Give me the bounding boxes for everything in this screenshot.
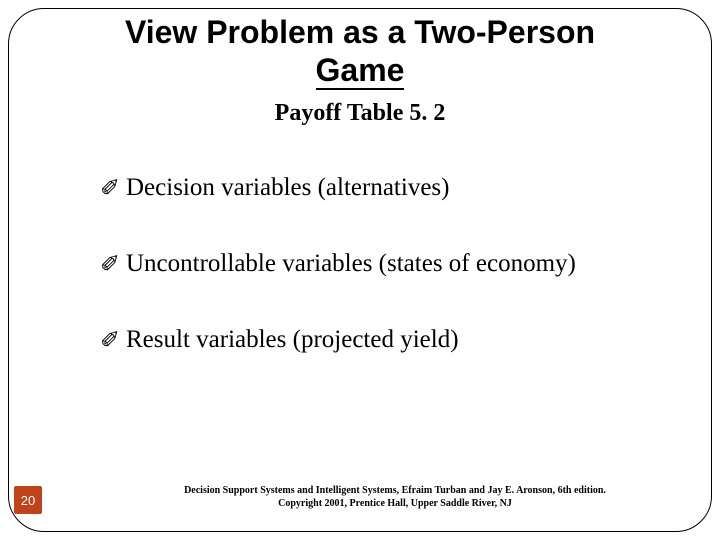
title-line2: Game — [316, 52, 405, 90]
title-line1: View Problem as a Two-Person — [125, 14, 595, 50]
bullet-text: Result variables (projected yield) — [126, 326, 459, 354]
footer-line2: Copyright 2001, Prentice Hall, Upper Sad… — [278, 498, 512, 509]
footer: Decision Support Systems and Intelligent… — [130, 485, 660, 510]
list-item: ✐ Decision variables (alternatives) — [100, 174, 660, 202]
list-item: ✐ Uncontrollable variables (states of ec… — [100, 250, 660, 278]
bullet-icon: ✐ — [100, 329, 126, 353]
bullet-icon: ✐ — [100, 177, 126, 201]
list-item: ✐ Result variables (projected yield) — [100, 326, 660, 354]
page-number-badge: 20 — [14, 486, 42, 514]
slide: View Problem as a Two-Person Game Payoff… — [0, 0, 720, 540]
slide-subtitle: Payoff Table 5. 2 — [60, 100, 660, 127]
bullet-list: ✐ Decision variables (alternatives) ✐ Un… — [100, 174, 660, 402]
bullet-text: Uncontrollable variables (states of econ… — [126, 250, 576, 278]
slide-title: View Problem as a Two-Person Game — [60, 14, 660, 90]
bullet-text: Decision variables (alternatives) — [126, 174, 449, 202]
bullet-icon: ✐ — [100, 253, 126, 277]
footer-line1: Decision Support Systems and Intelligent… — [184, 485, 606, 496]
page-number: 20 — [21, 493, 35, 508]
